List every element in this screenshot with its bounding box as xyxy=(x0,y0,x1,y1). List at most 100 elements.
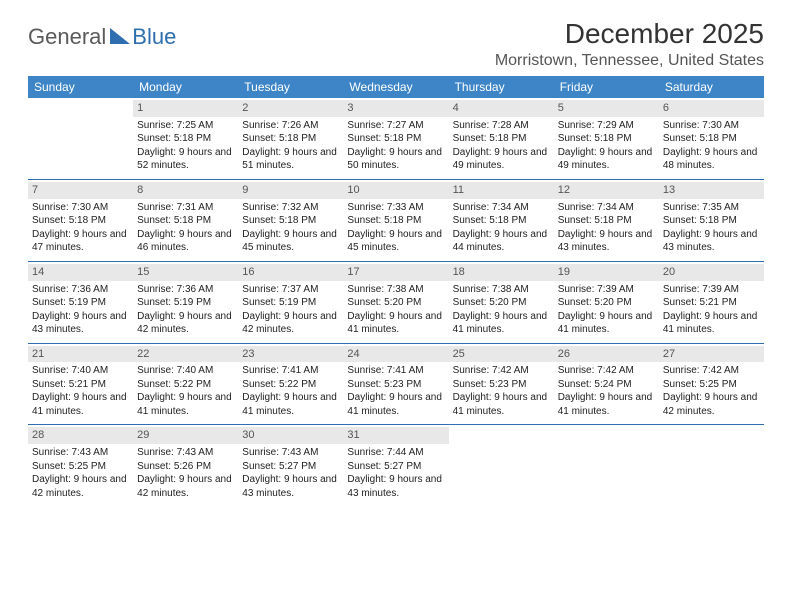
calendar-cell: 13Sunrise: 7:35 AMSunset: 5:18 PMDayligh… xyxy=(659,179,764,261)
calendar-row: 28Sunrise: 7:43 AMSunset: 5:25 PMDayligh… xyxy=(28,425,764,506)
day-number: 25 xyxy=(449,346,554,363)
day-number: 23 xyxy=(238,346,343,363)
daylight-line: Daylight: 9 hours and 41 minutes. xyxy=(32,391,129,418)
sunrise-line: Sunrise: 7:43 AM xyxy=(242,446,339,460)
calendar-cell: 31Sunrise: 7:44 AMSunset: 5:27 PMDayligh… xyxy=(343,425,448,506)
day-header: Thursday xyxy=(449,76,554,98)
calendar-cell: 23Sunrise: 7:41 AMSunset: 5:22 PMDayligh… xyxy=(238,343,343,425)
calendar-table: SundayMondayTuesdayWednesdayThursdayFrid… xyxy=(28,76,764,506)
sunset-line: Sunset: 5:18 PM xyxy=(32,214,129,228)
daylight-line: Daylight: 9 hours and 42 minutes. xyxy=(137,473,234,500)
calendar-cell: 19Sunrise: 7:39 AMSunset: 5:20 PMDayligh… xyxy=(554,261,659,343)
calendar-cell: 28Sunrise: 7:43 AMSunset: 5:25 PMDayligh… xyxy=(28,425,133,506)
daylight-line: Daylight: 9 hours and 41 minutes. xyxy=(347,391,444,418)
sunrise-line: Sunrise: 7:28 AM xyxy=(453,119,550,133)
sunrise-line: Sunrise: 7:39 AM xyxy=(663,283,760,297)
calendar-cell: 5Sunrise: 7:29 AMSunset: 5:18 PMDaylight… xyxy=(554,98,659,179)
daylight-line: Daylight: 9 hours and 43 minutes. xyxy=(32,310,129,337)
sunrise-line: Sunrise: 7:41 AM xyxy=(347,364,444,378)
daylight-line: Daylight: 9 hours and 41 minutes. xyxy=(453,391,550,418)
sunrise-line: Sunrise: 7:44 AM xyxy=(347,446,444,460)
calendar-cell: 1Sunrise: 7:25 AMSunset: 5:18 PMDaylight… xyxy=(133,98,238,179)
calendar-cell xyxy=(28,98,133,179)
sunrise-line: Sunrise: 7:35 AM xyxy=(663,201,760,215)
day-number: 12 xyxy=(554,182,659,199)
calendar-cell: 27Sunrise: 7:42 AMSunset: 5:25 PMDayligh… xyxy=(659,343,764,425)
sunrise-line: Sunrise: 7:43 AM xyxy=(32,446,129,460)
sunrise-line: Sunrise: 7:39 AM xyxy=(558,283,655,297)
header: General Blue December 2025 Morristown, T… xyxy=(28,18,764,70)
sunset-line: Sunset: 5:18 PM xyxy=(453,132,550,146)
calendar-row: 14Sunrise: 7:36 AMSunset: 5:19 PMDayligh… xyxy=(28,261,764,343)
calendar-cell: 26Sunrise: 7:42 AMSunset: 5:24 PMDayligh… xyxy=(554,343,659,425)
day-header: Saturday xyxy=(659,76,764,98)
day-number: 22 xyxy=(133,346,238,363)
day-number: 4 xyxy=(449,100,554,117)
calendar-cell: 29Sunrise: 7:43 AMSunset: 5:26 PMDayligh… xyxy=(133,425,238,506)
calendar-row: 21Sunrise: 7:40 AMSunset: 5:21 PMDayligh… xyxy=(28,343,764,425)
sunrise-line: Sunrise: 7:27 AM xyxy=(347,119,444,133)
sunset-line: Sunset: 5:20 PM xyxy=(453,296,550,310)
day-number: 17 xyxy=(343,264,448,281)
sunset-line: Sunset: 5:22 PM xyxy=(242,378,339,392)
daylight-line: Daylight: 9 hours and 52 minutes. xyxy=(137,146,234,173)
calendar-cell xyxy=(449,425,554,506)
day-header: Tuesday xyxy=(238,76,343,98)
calendar-cell: 6Sunrise: 7:30 AMSunset: 5:18 PMDaylight… xyxy=(659,98,764,179)
sunset-line: Sunset: 5:20 PM xyxy=(558,296,655,310)
calendar-cell: 17Sunrise: 7:38 AMSunset: 5:20 PMDayligh… xyxy=(343,261,448,343)
sunrise-line: Sunrise: 7:37 AM xyxy=(242,283,339,297)
daylight-line: Daylight: 9 hours and 45 minutes. xyxy=(347,228,444,255)
sunrise-line: Sunrise: 7:38 AM xyxy=(453,283,550,297)
calendar-cell: 30Sunrise: 7:43 AMSunset: 5:27 PMDayligh… xyxy=(238,425,343,506)
logo-triangle-icon xyxy=(110,28,130,44)
calendar-cell: 9Sunrise: 7:32 AMSunset: 5:18 PMDaylight… xyxy=(238,179,343,261)
day-header: Monday xyxy=(133,76,238,98)
daylight-line: Daylight: 9 hours and 41 minutes. xyxy=(663,310,760,337)
day-header: Wednesday xyxy=(343,76,448,98)
sunset-line: Sunset: 5:26 PM xyxy=(137,460,234,474)
day-number: 19 xyxy=(554,264,659,281)
sunrise-line: Sunrise: 7:42 AM xyxy=(558,364,655,378)
sunrise-line: Sunrise: 7:34 AM xyxy=(453,201,550,215)
day-number: 21 xyxy=(28,346,133,363)
day-number: 28 xyxy=(28,427,133,444)
daylight-line: Daylight: 9 hours and 41 minutes. xyxy=(453,310,550,337)
month-title: December 2025 xyxy=(495,18,764,50)
calendar-cell: 16Sunrise: 7:37 AMSunset: 5:19 PMDayligh… xyxy=(238,261,343,343)
calendar-cell xyxy=(554,425,659,506)
daylight-line: Daylight: 9 hours and 44 minutes. xyxy=(453,228,550,255)
day-number: 20 xyxy=(659,264,764,281)
daylight-line: Daylight: 9 hours and 43 minutes. xyxy=(558,228,655,255)
day-number: 15 xyxy=(133,264,238,281)
logo-text-1: General xyxy=(28,24,106,50)
day-number: 13 xyxy=(659,182,764,199)
day-number: 24 xyxy=(343,346,448,363)
day-number: 3 xyxy=(343,100,448,117)
sunrise-line: Sunrise: 7:34 AM xyxy=(558,201,655,215)
sunset-line: Sunset: 5:25 PM xyxy=(32,460,129,474)
sunset-line: Sunset: 5:20 PM xyxy=(347,296,444,310)
calendar-body: 1Sunrise: 7:25 AMSunset: 5:18 PMDaylight… xyxy=(28,98,764,506)
sunrise-line: Sunrise: 7:36 AM xyxy=(137,283,234,297)
daylight-line: Daylight: 9 hours and 49 minutes. xyxy=(558,146,655,173)
sunset-line: Sunset: 5:27 PM xyxy=(347,460,444,474)
sunset-line: Sunset: 5:18 PM xyxy=(558,132,655,146)
daylight-line: Daylight: 9 hours and 42 minutes. xyxy=(137,310,234,337)
calendar-cell: 4Sunrise: 7:28 AMSunset: 5:18 PMDaylight… xyxy=(449,98,554,179)
sunset-line: Sunset: 5:19 PM xyxy=(32,296,129,310)
sunrise-line: Sunrise: 7:40 AM xyxy=(32,364,129,378)
day-number: 26 xyxy=(554,346,659,363)
calendar-cell: 10Sunrise: 7:33 AMSunset: 5:18 PMDayligh… xyxy=(343,179,448,261)
daylight-line: Daylight: 9 hours and 42 minutes. xyxy=(242,310,339,337)
calendar-cell: 21Sunrise: 7:40 AMSunset: 5:21 PMDayligh… xyxy=(28,343,133,425)
sunset-line: Sunset: 5:22 PM xyxy=(137,378,234,392)
sunset-line: Sunset: 5:23 PM xyxy=(453,378,550,392)
sunset-line: Sunset: 5:19 PM xyxy=(242,296,339,310)
day-number: 11 xyxy=(449,182,554,199)
daylight-line: Daylight: 9 hours and 50 minutes. xyxy=(347,146,444,173)
day-number: 18 xyxy=(449,264,554,281)
sunrise-line: Sunrise: 7:30 AM xyxy=(663,119,760,133)
sunset-line: Sunset: 5:21 PM xyxy=(32,378,129,392)
sunset-line: Sunset: 5:19 PM xyxy=(137,296,234,310)
